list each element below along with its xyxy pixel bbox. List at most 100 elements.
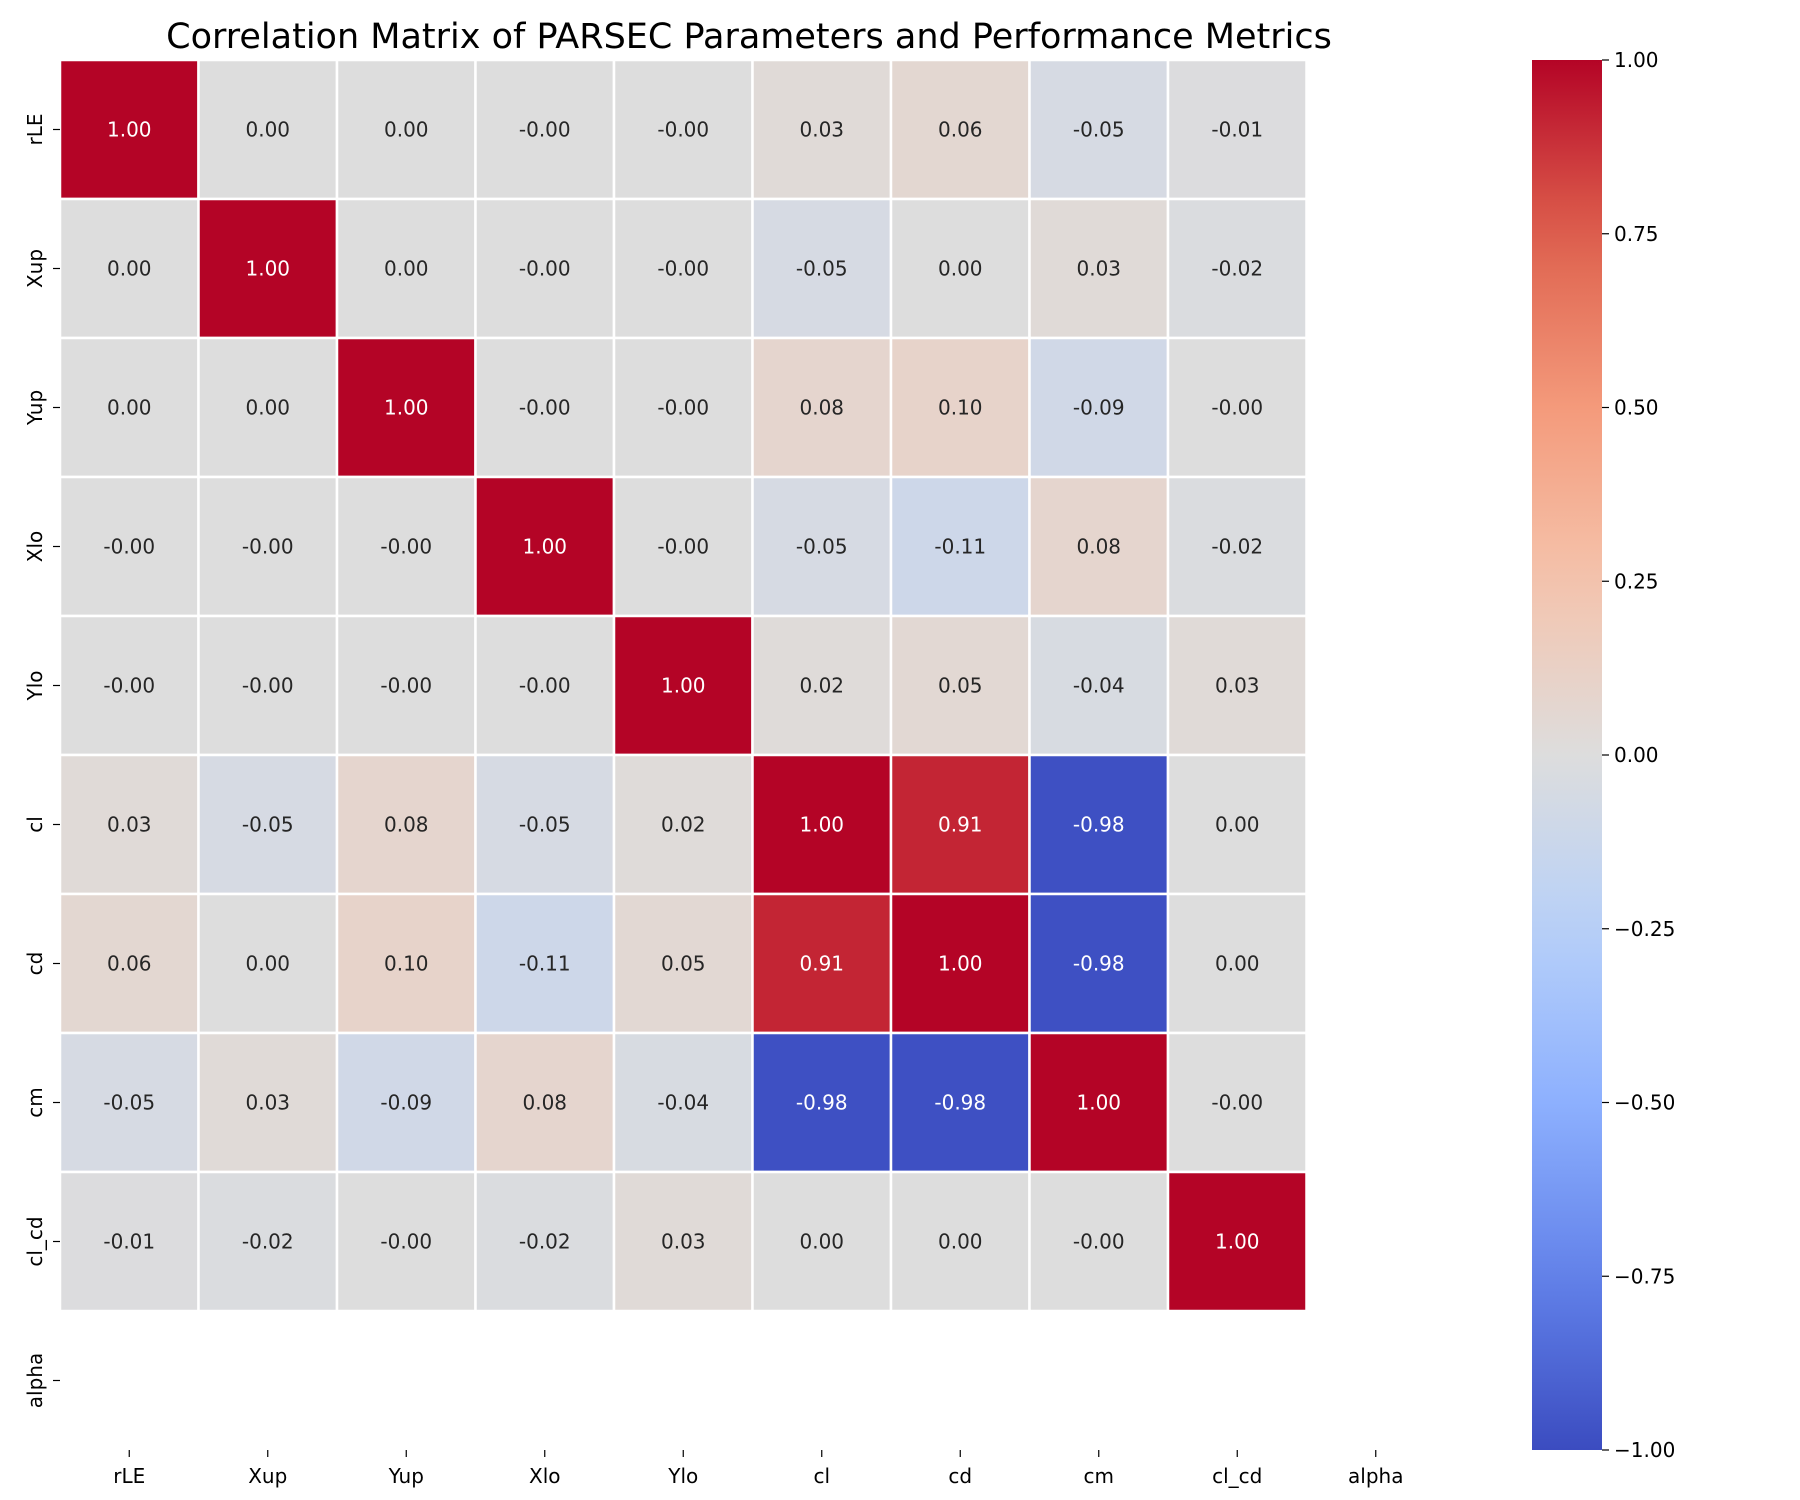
heatmap-cell-cl_cd-cl_cd (1166, 1170, 1308, 1313)
x-tick-label-cm: cm (1084, 1464, 1114, 1488)
heatmap-cell-cl_cd-cl (751, 1170, 893, 1313)
cell-value-label: -0.04 (657, 1091, 709, 1115)
x-axis: rLE Xup Yup Xlo Ylo cl cd cm cl_cd alpha (113, 1450, 1403, 1488)
cell-value-label: 0.10 (938, 396, 983, 420)
cell-value-label: -0.00 (519, 257, 571, 281)
cell-value-label: 0.91 (799, 952, 844, 976)
heatmap-cell-cl_cd-Xup (197, 1170, 339, 1313)
cell-value-label: 0.10 (384, 952, 429, 976)
cell-value-label: 0.08 (1076, 535, 1121, 559)
cell-value-label: -0.00 (657, 118, 709, 142)
cell-value-label: -0.02 (242, 1230, 294, 1254)
cell-value-label: 1.00 (1215, 1230, 1260, 1254)
cell-value-label: 1.00 (938, 952, 983, 976)
cell-value-label: -0.11 (519, 952, 571, 976)
chart-title: Correlation Matrix of PARSEC Parameters … (166, 17, 1332, 57)
cell-value-label: -0.00 (657, 535, 709, 559)
heatmap-cell-labels: 1.00 0.00 0.00 -0.00 -0.00 0.03 0.06 -0.05 -0.01… (103, 118, 1263, 1254)
heatmap-cell-Yup-rLE (58, 336, 200, 479)
cell-value-label: -0.01 (103, 1230, 155, 1254)
cell-value-label: 0.00 (384, 257, 429, 281)
colorbar-tick-label: 0.00 (1614, 743, 1659, 767)
x-tick-label-Xup: Xup (248, 1464, 287, 1488)
cell-value-label: -0.00 (242, 674, 294, 698)
heatmap-cell-Xlo-Xup (197, 475, 339, 618)
y-tick-label-Xlo: Xlo (23, 531, 47, 563)
cell-value-label: 1.00 (384, 396, 429, 420)
heatmap-cell-cl_cd-Yup (335, 1170, 477, 1313)
cell-value-label: -0.01 (1211, 118, 1263, 142)
cell-value-label: 0.00 (245, 118, 290, 142)
cell-value-label: 0.00 (384, 118, 429, 142)
heatmap-cell-cl-cl (751, 753, 893, 896)
heatmap-cell-cm-Yup (335, 1031, 477, 1174)
cell-value-label: 1.00 (799, 813, 844, 837)
heatmap-cell-cd-Xup (197, 892, 339, 1035)
heatmap-cell-Ylo-cl (751, 614, 893, 757)
heatmap-cell-cd-rLE (58, 892, 200, 1035)
cell-value-label: -0.02 (519, 1230, 571, 1254)
cell-value-label: 0.03 (1076, 257, 1121, 281)
cell-value-label: -0.02 (1211, 257, 1263, 281)
heatmap-cells (58, 58, 1308, 1313)
heatmap-cell-Xlo-cl_cd (1166, 475, 1308, 618)
x-tick-label-Yup: Yup (388, 1464, 424, 1488)
heatmap-cell-Ylo-cl_cd (1166, 614, 1308, 757)
heatmap-cell-Xup-cm (1028, 197, 1170, 340)
cell-value-label: 0.00 (107, 257, 152, 281)
heatmap-cell-Xup-Ylo (612, 197, 754, 340)
heatmap-cell-cl_cd-Xlo (474, 1170, 616, 1313)
heatmap-cell-Ylo-rLE (58, 614, 200, 757)
cell-value-label: 0.02 (661, 813, 706, 837)
cell-value-label: -0.00 (380, 674, 432, 698)
cell-value-label: 0.00 (245, 396, 290, 420)
heatmap-cell-Xlo-rLE (58, 475, 200, 618)
cell-value-label: 1.00 (522, 535, 567, 559)
colorbar-tick-label: −0.75 (1614, 1264, 1675, 1288)
cell-value-label: 1.00 (1076, 1091, 1121, 1115)
heatmap-cell-cm-Ylo (612, 1031, 754, 1174)
heatmap-cell-rLE-Yup (335, 58, 477, 201)
colorbar-gradient (1532, 60, 1602, 1450)
cell-value-label: -0.05 (519, 813, 571, 837)
y-tick-label-rLE: rLE (23, 113, 47, 145)
y-tick-label-cl: cl (23, 816, 47, 833)
cell-value-label: 0.00 (107, 396, 152, 420)
y-tick-label-cd: cd (23, 952, 47, 976)
cell-value-label: 1.00 (245, 257, 290, 281)
colorbar: 1.00 0.75 0.50 0.25 0.00 −0.25 −0.50 −0.75 −1.00 (1532, 48, 1675, 1462)
cell-value-label: 0.02 (799, 674, 844, 698)
cell-value-label: -0.05 (796, 535, 848, 559)
colorbar-tick-label: −0.50 (1614, 1091, 1675, 1115)
heatmap-cell-Yup-Xlo (474, 336, 616, 479)
heatmap-cell-cd-Ylo (612, 892, 754, 1035)
cell-value-label: -0.04 (1073, 674, 1125, 698)
y-tick-label-Yup: Yup (23, 390, 47, 426)
heatmap-cell-Xup-rLE (58, 197, 200, 340)
cell-value-label: 0.03 (245, 1091, 290, 1115)
cell-value-label: 0.03 (799, 118, 844, 142)
cell-value-label: -0.00 (103, 674, 155, 698)
cell-value-label: 1.00 (661, 674, 706, 698)
cell-value-label: 0.05 (938, 674, 983, 698)
cell-value-label: 0.00 (938, 257, 983, 281)
heatmap-cell-Yup-Xup (197, 336, 339, 479)
cell-value-label: -0.00 (657, 396, 709, 420)
x-tick-label-cl_cd: cl_cd (1212, 1464, 1262, 1488)
cell-value-label: 0.03 (1215, 674, 1260, 698)
heatmap-cell-Ylo-Xlo (474, 614, 616, 757)
cell-value-label: -0.00 (380, 1230, 432, 1254)
x-tick-label-alpha: alpha (1348, 1464, 1403, 1488)
cell-value-label: 0.03 (107, 813, 152, 837)
cell-value-label: 0.08 (522, 1091, 567, 1115)
heatmap-cell-Yup-Yup (335, 336, 477, 479)
heatmap-cell-cl-rLE (58, 753, 200, 896)
heatmap-cell-cl-cl_cd (1166, 753, 1308, 896)
y-tick-label-Xup: Xup (23, 249, 47, 288)
cell-value-label: 0.06 (107, 952, 152, 976)
cell-value-label: -0.00 (380, 535, 432, 559)
cell-value-label: -0.98 (796, 1091, 848, 1115)
cell-value-label: 0.05 (661, 952, 706, 976)
